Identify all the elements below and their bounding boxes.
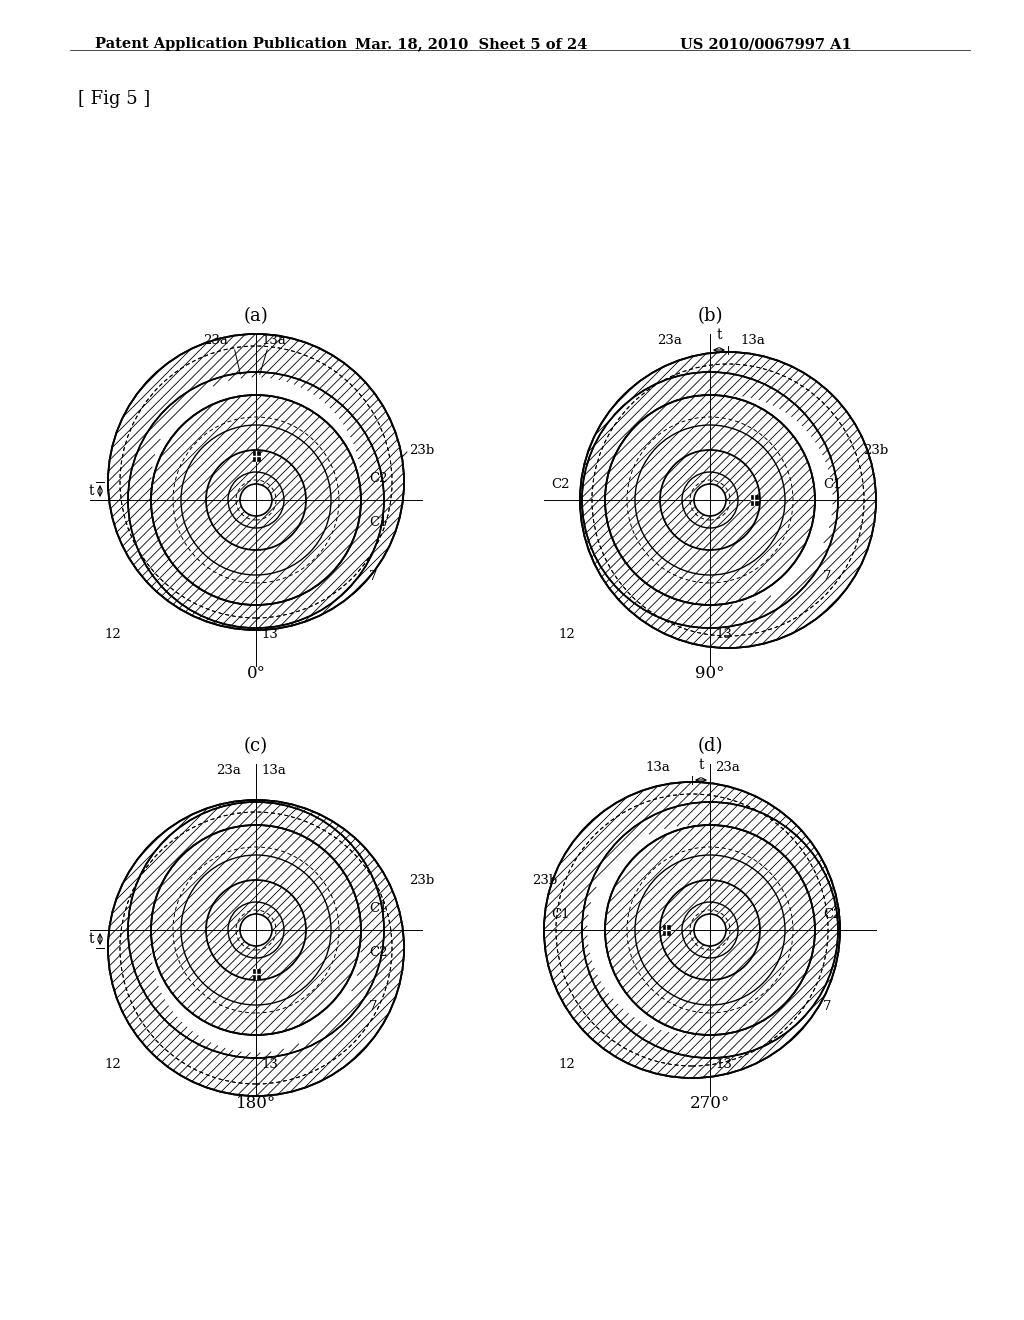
Text: t: t: [698, 758, 703, 772]
Circle shape: [206, 450, 306, 550]
Text: 7: 7: [369, 570, 378, 583]
Circle shape: [694, 484, 726, 516]
Circle shape: [694, 913, 726, 946]
Text: 13a: 13a: [645, 762, 670, 774]
Text: (a): (a): [244, 308, 268, 325]
Circle shape: [660, 450, 760, 550]
Text: 13: 13: [261, 1059, 278, 1071]
Text: t: t: [716, 327, 722, 342]
Circle shape: [694, 913, 726, 946]
Text: 7: 7: [823, 570, 831, 583]
Text: 12: 12: [558, 1059, 575, 1071]
Text: 13a: 13a: [261, 334, 286, 347]
Text: t: t: [88, 932, 94, 946]
Text: 90°: 90°: [695, 665, 725, 682]
Text: 12: 12: [104, 1059, 121, 1071]
Text: 12: 12: [104, 628, 121, 642]
Text: 23a: 23a: [715, 762, 740, 774]
Circle shape: [240, 484, 272, 516]
FancyBboxPatch shape: [253, 969, 259, 979]
Circle shape: [605, 825, 815, 1035]
Text: 0°: 0°: [247, 665, 265, 682]
Text: 23a: 23a: [216, 764, 241, 777]
Text: 23b: 23b: [409, 874, 434, 887]
Text: 13a: 13a: [261, 764, 286, 777]
Text: 23a: 23a: [657, 334, 682, 347]
Text: C1: C1: [823, 479, 842, 491]
Text: 180°: 180°: [236, 1096, 276, 1111]
Text: US 2010/0067997 A1: US 2010/0067997 A1: [680, 37, 852, 51]
Text: 7: 7: [823, 1001, 831, 1012]
Text: C2: C2: [369, 471, 387, 484]
Circle shape: [240, 484, 272, 516]
Text: t: t: [88, 484, 94, 498]
Text: 7: 7: [369, 1001, 378, 1012]
Text: 23b: 23b: [863, 444, 888, 457]
Text: 13a: 13a: [740, 334, 765, 347]
Text: 13: 13: [715, 1059, 732, 1071]
Circle shape: [151, 395, 361, 605]
Text: C2: C2: [823, 908, 842, 921]
Text: Patent Application Publication: Patent Application Publication: [95, 37, 347, 51]
Text: C2: C2: [369, 945, 387, 958]
Circle shape: [240, 913, 272, 946]
Text: [ Fig 5 ]: [ Fig 5 ]: [78, 90, 151, 108]
Text: Mar. 18, 2010  Sheet 5 of 24: Mar. 18, 2010 Sheet 5 of 24: [355, 37, 588, 51]
Text: (c): (c): [244, 737, 268, 755]
FancyBboxPatch shape: [751, 495, 758, 506]
Circle shape: [151, 825, 361, 1035]
Text: 270°: 270°: [690, 1096, 730, 1111]
Circle shape: [240, 913, 272, 946]
Text: (d): (d): [697, 737, 723, 755]
Text: C2: C2: [552, 479, 570, 491]
Text: 23b: 23b: [409, 444, 434, 457]
Text: 12: 12: [558, 628, 575, 642]
Circle shape: [206, 880, 306, 979]
FancyBboxPatch shape: [253, 451, 259, 461]
Text: C1: C1: [369, 902, 387, 915]
Text: 13: 13: [261, 628, 278, 642]
Text: (b): (b): [697, 308, 723, 325]
Circle shape: [605, 395, 815, 605]
Text: C1: C1: [369, 516, 387, 528]
Text: 13: 13: [715, 628, 732, 642]
Text: 23b: 23b: [531, 874, 557, 887]
Circle shape: [694, 484, 726, 516]
Text: 23a: 23a: [203, 334, 228, 347]
FancyBboxPatch shape: [663, 925, 670, 935]
Text: C1: C1: [552, 908, 570, 921]
Circle shape: [660, 880, 760, 979]
